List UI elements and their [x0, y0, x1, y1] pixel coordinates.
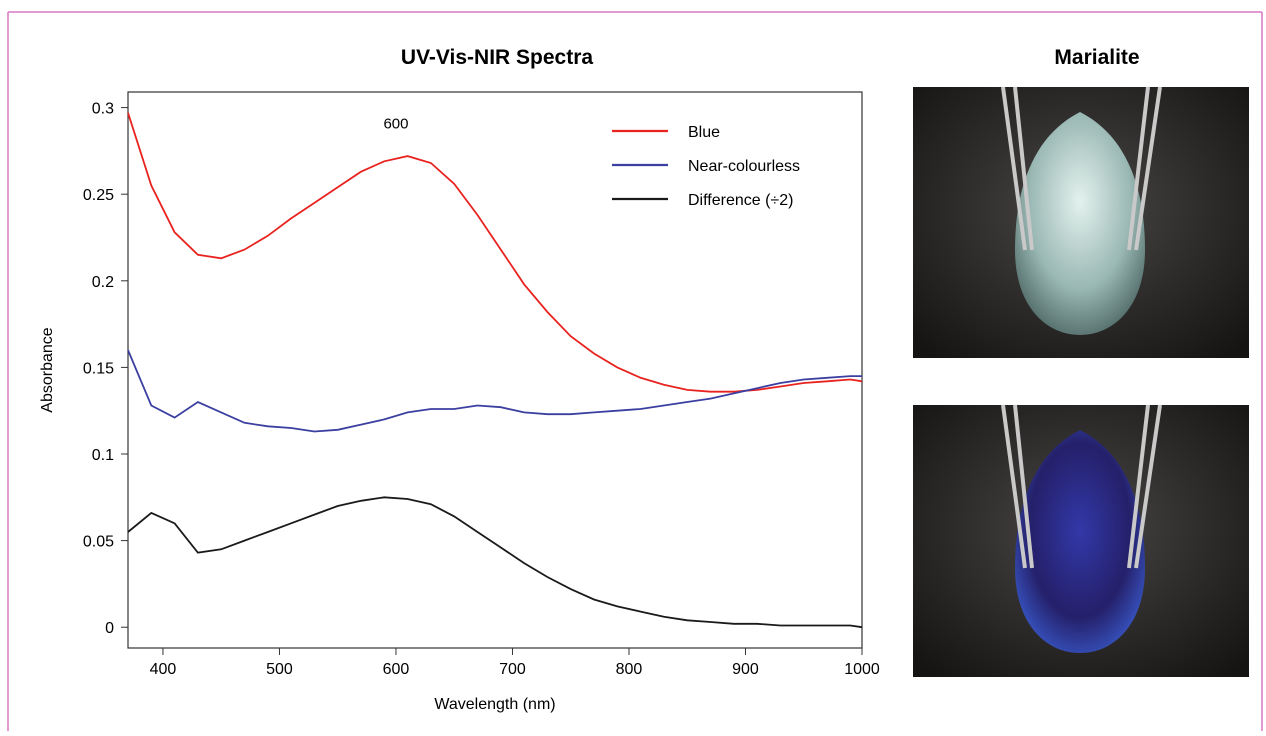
annotation: 600: [383, 115, 408, 132]
plot-frame: [127, 91, 863, 649]
x-tick-label: 900: [732, 661, 759, 678]
image-title: Marialite: [1054, 46, 1139, 69]
photo-clear: [913, 86, 1249, 358]
x-tick-label: 800: [616, 661, 643, 678]
line: [127, 349, 862, 433]
x-tick-label: 400: [150, 661, 177, 678]
legend-label: Blue: [688, 124, 720, 141]
photo-blue: [913, 404, 1249, 677]
x-tick-label: 1000: [844, 661, 880, 678]
y-tick-label: 0: [105, 620, 114, 637]
x-tick-label: 500: [266, 661, 293, 678]
x-axis-label: Wavelength (nm): [434, 696, 555, 713]
y-tick-label: 0.3: [92, 101, 114, 118]
x-tick-label: 600: [383, 661, 410, 678]
x-tick-label: 700: [499, 661, 526, 678]
y-tick-label: 0.1: [92, 447, 114, 464]
y-tick-label: 0.25: [83, 187, 114, 204]
y-tick-label: 0.05: [83, 534, 114, 551]
y-tick-label: 0.15: [83, 360, 114, 377]
line: [127, 112, 863, 393]
legend-label: Near-colourless: [688, 158, 800, 175]
y-tick-label: 0.2: [92, 274, 114, 291]
line: [127, 496, 863, 629]
legend-label: Difference (÷2): [688, 192, 793, 209]
y-axis-label: Absorbance: [39, 327, 56, 412]
chart-title: UV-Vis-NIR Spectra: [401, 46, 593, 69]
